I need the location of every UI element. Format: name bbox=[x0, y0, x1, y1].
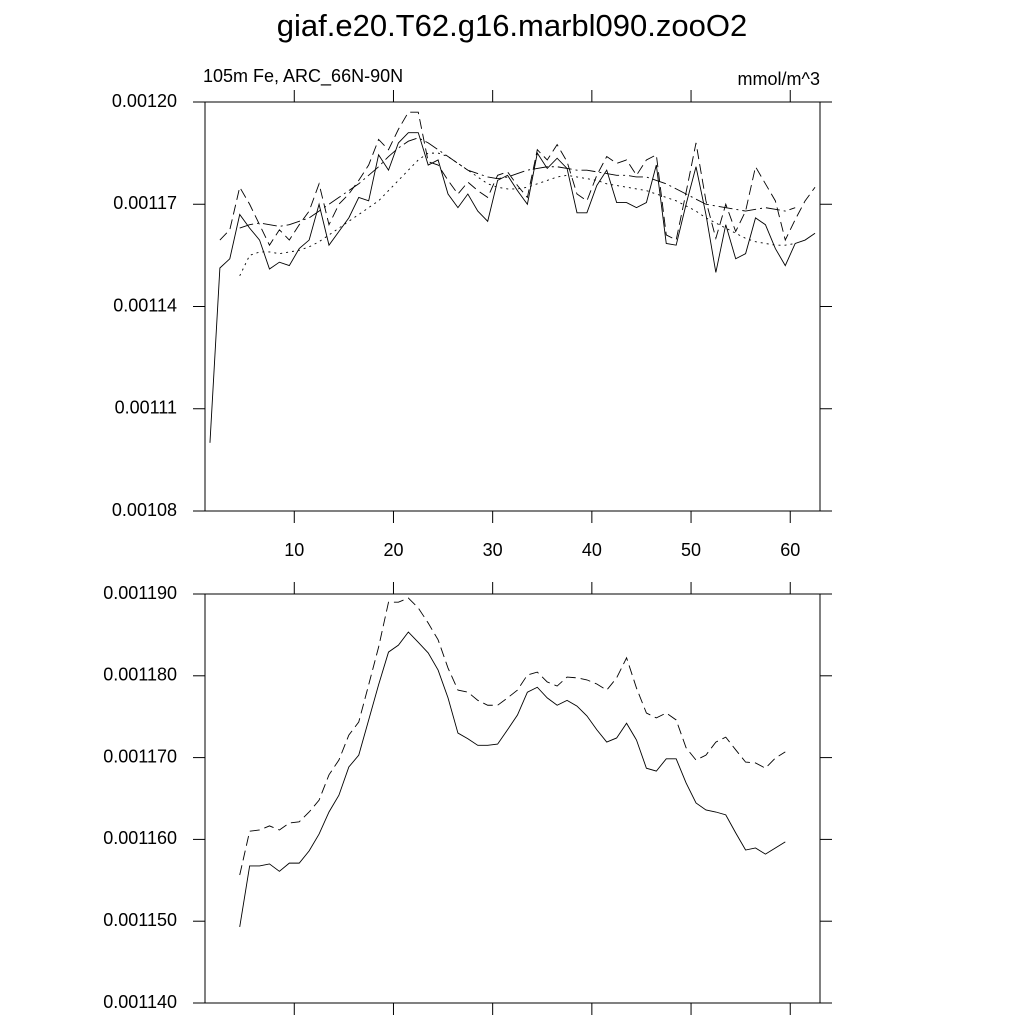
y-tick-label: 0.001140 bbox=[103, 992, 177, 1012]
y-tick-label: 0.00117 bbox=[113, 193, 177, 213]
x-tick-label: 20 bbox=[383, 540, 403, 560]
units-label: mmol/m^3 bbox=[738, 69, 820, 89]
series-line bbox=[219, 111, 816, 247]
x-tick-label: 50 bbox=[681, 540, 701, 560]
plot-frame bbox=[204, 101, 821, 512]
series-line bbox=[239, 137, 796, 229]
series-line bbox=[209, 132, 816, 443]
x-tick-label: 30 bbox=[483, 540, 503, 560]
y-tick-label: 0.001160 bbox=[103, 828, 177, 848]
chart-subtitle: 105m Fe, ARC_66N-90N bbox=[203, 66, 403, 87]
x-tick-label: 40 bbox=[582, 540, 602, 560]
series-line bbox=[239, 631, 786, 928]
series-line bbox=[239, 597, 786, 876]
y-tick-label: 0.001150 bbox=[103, 910, 177, 930]
chart-title: giaf.e20.T62.g16.marbl090.zooO2 bbox=[277, 8, 747, 43]
y-tick-label: 0.00108 bbox=[112, 500, 177, 520]
y-tick-label: 0.001190 bbox=[103, 583, 177, 603]
y-tick-label: 0.00111 bbox=[115, 398, 177, 418]
y-tick-label: 0.00120 bbox=[112, 91, 177, 111]
series-line bbox=[239, 152, 796, 277]
y-tick-label: 0.001180 bbox=[103, 665, 177, 685]
x-tick-label: 60 bbox=[780, 540, 800, 560]
x-tick-label: 10 bbox=[284, 540, 304, 560]
y-tick-label: 0.00114 bbox=[113, 295, 177, 315]
plot-frame bbox=[204, 593, 821, 1004]
y-tick-label: 0.001170 bbox=[103, 746, 177, 766]
